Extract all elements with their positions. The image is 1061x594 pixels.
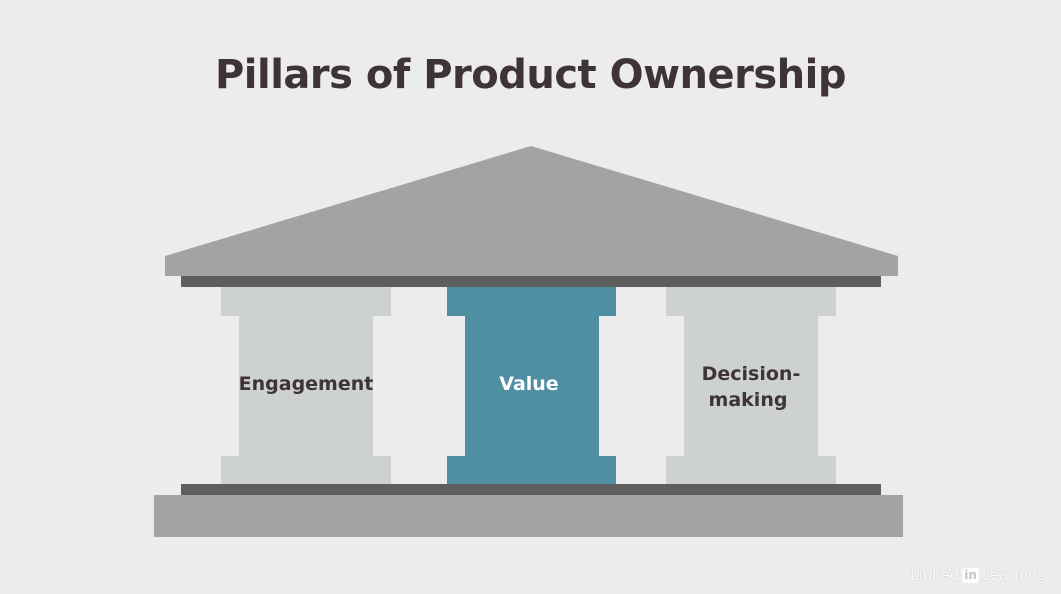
temple-roof: [165, 146, 898, 276]
linkedin-learning-watermark: Linked in Learning: [910, 566, 1047, 584]
bottom-beam: [181, 484, 881, 495]
linkedin-logo-icon: in: [962, 567, 979, 583]
pillar-decision-making: Decision- making: [666, 287, 836, 484]
pillar-engagement: Engagement: [221, 287, 391, 484]
pillar-value-label: Value: [499, 373, 558, 395]
temple-base: [154, 495, 903, 537]
pillar-engagement-shape: [221, 287, 391, 484]
pillar-decision-making-shape: [666, 287, 836, 484]
pillar-decision-making-label-line1: Decision-: [702, 363, 801, 385]
watermark-brand-right: Learning: [981, 566, 1047, 584]
pillar-value: Value: [447, 287, 616, 484]
page-title: Pillars of Product Ownership: [214, 52, 847, 98]
pillar-value-shape: [447, 287, 616, 484]
pillar-engagement-label: Engagement: [239, 373, 374, 395]
watermark-brand-left: Linked: [910, 566, 960, 584]
top-beam: [181, 276, 881, 287]
pillar-decision-making-label-line2: making: [709, 389, 788, 411]
